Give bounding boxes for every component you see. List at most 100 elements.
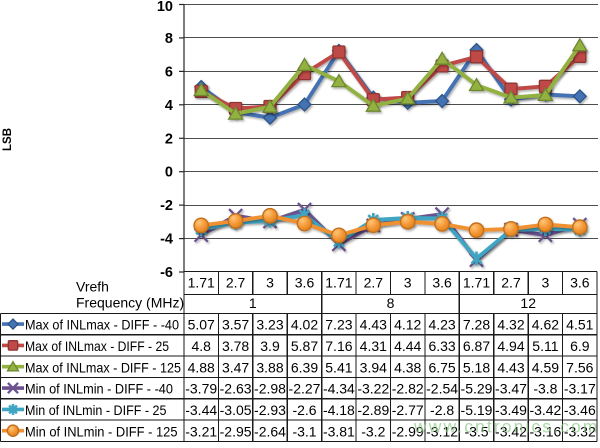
svg-text:7.16: 7.16 — [325, 338, 352, 354]
svg-text:3.88: 3.88 — [256, 359, 283, 375]
svg-text:8: 8 — [165, 31, 173, 47]
svg-text:4.23: 4.23 — [428, 317, 455, 333]
svg-text:-2.77: -2.77 — [392, 402, 424, 418]
svg-text:-2.8: -2.8 — [430, 402, 454, 418]
svg-text:4.94: 4.94 — [497, 338, 524, 354]
svg-text:Min of INLmin - DIFF - 125: Min of INLmin - DIFF - 125 — [25, 423, 178, 439]
svg-text:Min of INLmin - DIFF - -40: Min of INLmin - DIFF - -40 — [25, 381, 173, 397]
svg-text:-2.82: -2.82 — [392, 381, 424, 397]
svg-text:-3.44: -3.44 — [185, 402, 217, 418]
svg-text:-3.49: -3.49 — [495, 402, 527, 418]
svg-text:3: 3 — [266, 275, 274, 291]
svg-text:4.62: 4.62 — [532, 317, 559, 333]
svg-text:5.11: 5.11 — [532, 338, 558, 354]
svg-text:10: 10 — [157, 0, 173, 15]
svg-text:5.07: 5.07 — [188, 317, 215, 333]
svg-text:-2: -2 — [160, 198, 173, 214]
svg-text:-2.93: -2.93 — [254, 402, 286, 418]
svg-text:4.59: 4.59 — [532, 359, 559, 375]
svg-text:-4.18: -4.18 — [323, 402, 355, 418]
svg-text:-4.34: -4.34 — [323, 381, 355, 397]
svg-text:3.6: 3.6 — [432, 275, 452, 291]
svg-text:3.47: 3.47 — [222, 359, 249, 375]
svg-text:-2.6: -2.6 — [292, 402, 316, 418]
svg-text:3: 3 — [542, 275, 550, 291]
svg-text:-3.46: -3.46 — [564, 402, 596, 418]
svg-text:3.6: 3.6 — [295, 275, 315, 291]
svg-text:1.71: 1.71 — [463, 275, 490, 291]
svg-text:4.51: 4.51 — [566, 317, 593, 333]
svg-text:6.9: 6.9 — [570, 338, 590, 354]
svg-text:Max of INLmax - DIFF - 125: Max of INLmax - DIFF - 125 — [25, 359, 181, 375]
svg-text:-3.32: -3.32 — [564, 423, 596, 439]
svg-text:4.44: 4.44 — [394, 338, 421, 354]
svg-text:4.32: 4.32 — [497, 317, 524, 333]
svg-text:-3.42: -3.42 — [529, 402, 561, 418]
svg-text:6: 6 — [165, 64, 173, 80]
svg-text:-3.2: -3.2 — [361, 423, 385, 439]
svg-text:1.71: 1.71 — [188, 275, 215, 291]
svg-text:-2.63: -2.63 — [220, 381, 252, 397]
svg-text:-3.05: -3.05 — [220, 402, 252, 418]
svg-text:-3.81: -3.81 — [323, 423, 355, 439]
svg-text:-3.5: -3.5 — [464, 423, 488, 439]
svg-text:-3.47: -3.47 — [495, 381, 527, 397]
svg-text:6.75: 6.75 — [428, 359, 455, 375]
svg-text:-2.98: -2.98 — [254, 381, 286, 397]
svg-text:4.38: 4.38 — [394, 359, 421, 375]
svg-text:12: 12 — [520, 295, 536, 311]
svg-text:0: 0 — [165, 165, 173, 181]
svg-text:4.02: 4.02 — [291, 317, 318, 333]
svg-text:-6: -6 — [160, 265, 173, 281]
svg-text:2: 2 — [165, 131, 173, 147]
svg-text:1: 1 — [249, 295, 257, 311]
svg-text:-2.89: -2.89 — [357, 402, 389, 418]
svg-text:-3.79: -3.79 — [185, 381, 217, 397]
svg-text:-2.27: -2.27 — [289, 381, 321, 397]
svg-text:3: 3 — [404, 275, 412, 291]
svg-text:Max of INLmax - DIFF - -40: Max of INLmax - DIFF - -40 — [25, 317, 179, 333]
svg-text:-3.17: -3.17 — [564, 381, 596, 397]
svg-text:6.33: 6.33 — [428, 338, 455, 354]
svg-text:-5.19: -5.19 — [461, 402, 493, 418]
svg-text:4.88: 4.88 — [188, 359, 215, 375]
svg-text:www.cntronics.com: www.cntronics.com — [413, 417, 599, 437]
svg-text:-3.22: -3.22 — [357, 381, 389, 397]
svg-text:7.23: 7.23 — [325, 317, 352, 333]
svg-text:-3.21: -3.21 — [185, 423, 217, 439]
svg-text:6.39: 6.39 — [291, 359, 318, 375]
svg-text:1.71: 1.71 — [325, 275, 352, 291]
svg-text:Vrefh: Vrefh — [76, 279, 109, 295]
svg-text:2.7: 2.7 — [364, 275, 384, 291]
svg-text:4.8: 4.8 — [191, 338, 211, 354]
svg-text:-2.54: -2.54 — [426, 381, 458, 397]
svg-text:8: 8 — [387, 295, 395, 311]
svg-text:Min of INLmin - DIFF - 25: Min of INLmin - DIFF - 25 — [25, 402, 167, 418]
svg-text:7.56: 7.56 — [566, 359, 593, 375]
svg-text:2.7: 2.7 — [226, 275, 246, 291]
svg-text:4: 4 — [165, 98, 173, 114]
svg-text:-4: -4 — [160, 232, 173, 248]
svg-text:3.94: 3.94 — [360, 359, 387, 375]
svg-text:-2.64: -2.64 — [254, 423, 286, 439]
svg-text:4.43: 4.43 — [497, 359, 524, 375]
svg-text:-5.29: -5.29 — [461, 381, 493, 397]
svg-text:5.41: 5.41 — [325, 359, 352, 375]
svg-text:-3.12: -3.12 — [426, 423, 458, 439]
svg-text:4.12: 4.12 — [394, 317, 421, 333]
svg-text:3.23: 3.23 — [256, 317, 283, 333]
svg-text:6.87: 6.87 — [463, 338, 490, 354]
svg-text:3.6: 3.6 — [570, 275, 590, 291]
svg-text:-2.99: -2.99 — [392, 423, 424, 439]
svg-text:3.78: 3.78 — [222, 338, 249, 354]
svg-text:7.28: 7.28 — [463, 317, 490, 333]
svg-text:3.57: 3.57 — [222, 317, 249, 333]
svg-text:-3.8: -3.8 — [533, 381, 557, 397]
svg-text:-3.42: -3.42 — [495, 423, 527, 439]
svg-text:5.18: 5.18 — [463, 359, 490, 375]
svg-text:4.31: 4.31 — [360, 338, 387, 354]
svg-text:3.9: 3.9 — [260, 338, 280, 354]
svg-text:-3.16: -3.16 — [529, 423, 561, 439]
svg-text:2.7: 2.7 — [501, 275, 521, 291]
svg-text:Max of INLmax - DIFF - 25: Max of INLmax - DIFF - 25 — [25, 338, 169, 354]
